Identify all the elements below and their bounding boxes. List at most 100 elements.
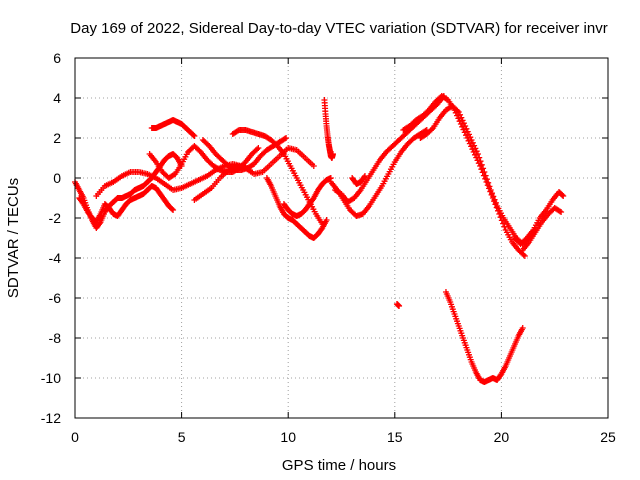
x-tick-label: 10 [280,429,296,445]
data-point [476,154,483,161]
data-point [456,118,463,125]
data-point [470,149,477,155]
data-point [455,109,462,115]
data-point [474,151,481,157]
data-point [459,123,466,130]
x-axis-title: GPS time / hours [282,457,396,474]
y-tick-label: 6 [53,50,61,66]
axis-ticks [74,57,609,419]
data-point [396,303,403,309]
data-point [462,123,469,129]
series-track-g-hump [229,127,326,227]
data-point [457,121,464,127]
data-point [457,111,464,118]
series-track-r-isolated [393,301,403,309]
x-tick-label: 0 [71,429,79,445]
series-track-d-arc-upper [148,117,198,139]
data-point [464,135,471,141]
data-point [455,115,462,122]
data-point [473,148,480,155]
data-point [471,151,478,158]
data-point [283,135,290,141]
y-tick-label: 0 [53,170,61,186]
series-track-j-dip-upper [280,175,334,219]
data-point [463,132,470,139]
data-point [458,114,465,121]
y-tick-label: 4 [53,90,61,106]
data-point [501,223,508,230]
data-point [469,139,476,146]
data-point [472,145,479,152]
data-point [559,192,566,199]
y-tick-label: 2 [53,130,61,146]
data-point [477,158,484,165]
data-point [460,126,467,133]
y-tick-label: -6 [49,290,62,306]
data-point [481,169,488,175]
x-tick-label: 25 [600,429,616,445]
plot-frame [74,57,609,419]
y-tick-label: -10 [41,370,61,386]
data-point [490,193,497,200]
x-tick-label: 15 [387,429,403,445]
data-point [556,208,563,215]
data-point [361,173,368,179]
series-track-b-early-mid [76,183,177,225]
data-point [483,176,490,183]
series-track-p-evening [511,189,567,247]
series-track-t-small [349,173,368,187]
data-point [329,151,336,157]
data-point [478,161,485,168]
y-tick-label: -4 [49,250,62,266]
data-point [558,209,565,215]
data-point [469,146,476,153]
data-point [519,325,526,331]
x-tick-label: 20 [494,429,510,445]
data-point [468,137,475,143]
data-point [466,140,473,147]
series-track-s-deep-dip [442,289,526,385]
y-tick-label: -8 [49,330,62,346]
data-point [361,174,368,181]
data-point [463,125,470,132]
data-point [492,199,499,206]
data-point [465,137,472,144]
y-tick-label: -12 [41,410,61,426]
data-point [310,163,317,169]
data-point [521,253,528,259]
data-point [281,135,288,142]
data-point [489,190,496,197]
y-tick-label: -2 [49,210,62,226]
data-point [485,179,492,186]
data-point [471,142,478,149]
data-point [464,128,471,135]
data-point [482,172,489,179]
data-point [487,187,494,193]
data-point [191,133,198,139]
series-track-h-hump-lower [199,135,290,173]
data-point [190,132,197,139]
data-point [480,165,487,172]
data-point [467,134,474,141]
data-point [170,207,177,213]
data-point [460,120,467,127]
tick-labels: 0 5 10 15 20 25 -12 -10 -8 -6 -4 -2 0 2 4 6 [41,50,616,445]
data-point [520,251,527,258]
series-track-q-evening-lower [519,205,565,253]
data-point [454,107,461,114]
data-point [255,145,262,151]
data-point [428,126,435,133]
data-point [491,196,498,203]
data-point [486,183,493,190]
data-point [468,143,475,150]
x-tick-label: 5 [178,429,186,445]
data-point [323,217,330,223]
data-point [461,129,468,136]
data-point [560,193,567,199]
series-track-k-spike [321,97,336,161]
y-axis-title: SDTVAR / TECUs [5,178,22,298]
data-point [169,206,176,213]
series-track-a-early-low [72,151,185,231]
series-track-i-dip [263,175,330,241]
